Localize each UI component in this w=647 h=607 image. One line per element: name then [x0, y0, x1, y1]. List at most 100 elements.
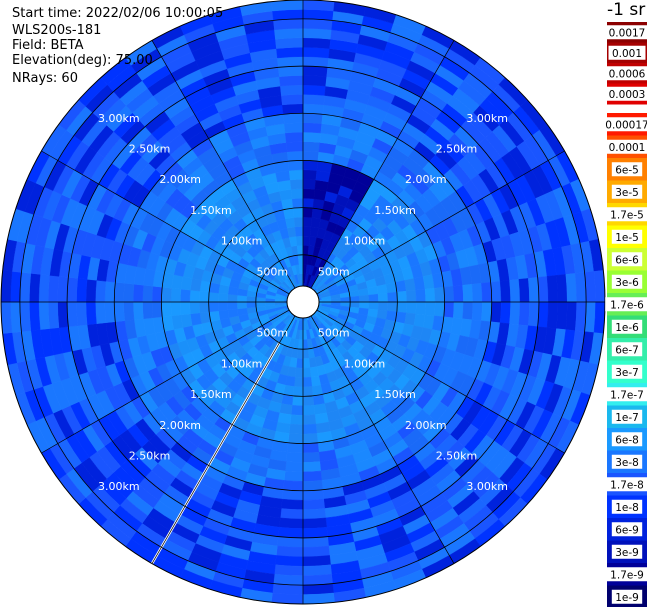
ppi-cell: [114, 301, 125, 322]
ppi-cell: [302, 65, 328, 77]
colorbar-tick-label: 1e-8: [615, 502, 639, 514]
ppi-cell: [490, 301, 502, 323]
ppi-cell: [290, 405, 304, 416]
ppi-cell: [47, 275, 60, 303]
ppi-cell: [132, 284, 144, 303]
ppi-cell: [255, 301, 266, 308]
colorbar-label-bg: [611, 364, 643, 379]
ppi-cell: [546, 301, 559, 329]
ppi-cell: [282, 103, 304, 115]
range-label: 1.50km: [374, 204, 416, 217]
ppi-cell: [279, 75, 304, 87]
colorbar-tick-label: 0.0001: [609, 142, 646, 154]
ppi-cell: [574, 301, 587, 332]
ppi-cell: [462, 301, 474, 320]
ppi-cell: [293, 376, 304, 388]
ppi-cell: [47, 301, 60, 329]
center-blank: [286, 285, 320, 319]
elevation: Elevation(deg): 75.00: [12, 53, 153, 68]
colorbar-label-bg: [605, 86, 647, 101]
ppi-cell: [302, 169, 318, 181]
colorbar-tick-label: 6e-7: [615, 344, 639, 356]
ppi-cell: [170, 287, 182, 303]
ppi-cell: [359, 301, 370, 310]
ppi-cell: [123, 301, 135, 321]
ppi-cell: [180, 288, 191, 303]
ppi-cell: [302, 131, 321, 143]
range-label: 2.00km: [405, 419, 447, 432]
ppi-cell: [104, 301, 116, 323]
ppi-cell: [292, 386, 304, 397]
ppi-cell: [287, 433, 304, 444]
ppi-cell: [302, 160, 319, 171]
ppi-cell: [285, 217, 296, 229]
ppi-cell: [285, 461, 304, 473]
ppi-cell: [481, 301, 492, 322]
ppi-cell: [471, 283, 483, 303]
colorbar-tick-label: 6e-8: [615, 434, 639, 446]
ppi-cell: [274, 564, 304, 576]
ppi-cell: [302, 433, 319, 444]
ppi-cell: [406, 301, 417, 315]
colorbar-tick-label: 1e-5: [615, 232, 639, 244]
ppi-cell: [490, 281, 502, 303]
colorbar-label-bg: [605, 387, 647, 402]
ppi-cell: [302, 46, 330, 59]
ppi-cell: [574, 272, 587, 303]
ppi-cell: [291, 395, 304, 407]
ppi-cell: [302, 405, 316, 416]
range-labels: 500m 1.00km 1.50km 2.00km 2.50km 3.00km 500m 1.…: [98, 112, 508, 493]
colorbar-label-bg: [605, 66, 647, 81]
ppi-cell: [275, 555, 304, 567]
ppi-cell: [151, 285, 163, 303]
ppi-cell: [368, 293, 379, 303]
ppi-cell: [198, 301, 210, 314]
range-label: 2.50km: [129, 143, 171, 156]
ppi-cell: [208, 301, 219, 313]
ppi-cell: [170, 301, 182, 317]
ppi-cell: [349, 295, 360, 303]
colorbar-tick-label: 3e-5: [615, 187, 639, 199]
ppi-cell: [85, 279, 97, 303]
colorbar: 0.0017 0.001 0.0006 0.0003 0.00017 0.0001 6e-5…: [601, 22, 647, 607]
ppi-cell: [443, 285, 455, 303]
ppi-cell: [434, 301, 445, 318]
ppi-cell: [284, 122, 304, 134]
ppi-cell: [180, 301, 191, 316]
range-ring-grid: [0, 0, 606, 605]
ppi-cell: [296, 245, 304, 256]
ppi-cell: [424, 287, 436, 303]
ppi-cell: [273, 573, 304, 586]
ppi-cell: [462, 284, 474, 303]
ppi-cell: [273, 18, 304, 31]
ppi-cell: [302, 37, 331, 49]
colorbar-label-bg: [601, 117, 647, 132]
ppi-cell: [302, 197, 315, 209]
colorbar-label-bg: [611, 499, 643, 514]
range-label: 2.50km: [436, 449, 478, 462]
nrays: NRays: 60: [12, 71, 78, 86]
ppi-cell: [19, 272, 32, 303]
ppi-cell: [114, 282, 125, 303]
colorbar-label-bg: [611, 589, 643, 604]
range-label: 500m: [256, 265, 288, 278]
ppi-cell: [282, 489, 304, 501]
ppi-cell: [236, 294, 247, 303]
ppi-cell: [368, 301, 379, 311]
ppi-cell: [85, 301, 97, 325]
ppi-cell: [359, 294, 370, 303]
ppi-cell: [274, 28, 304, 40]
ppi-cell: [302, 498, 325, 510]
ppi-cell: [565, 301, 577, 331]
ppi-cell: [189, 301, 200, 315]
ppi-cell: [227, 293, 238, 303]
ppi-cell: [29, 301, 41, 331]
ppi-cell: [29, 273, 41, 303]
ppi-cell: [279, 517, 304, 529]
ppi-cell: [38, 301, 50, 330]
ppi-cell: [302, 527, 328, 539]
ppi-cell: [142, 301, 154, 319]
ppi-cell: [294, 226, 304, 237]
colorbar-tick-label: 3e-8: [615, 457, 639, 469]
range-label: 1.50km: [190, 204, 232, 217]
